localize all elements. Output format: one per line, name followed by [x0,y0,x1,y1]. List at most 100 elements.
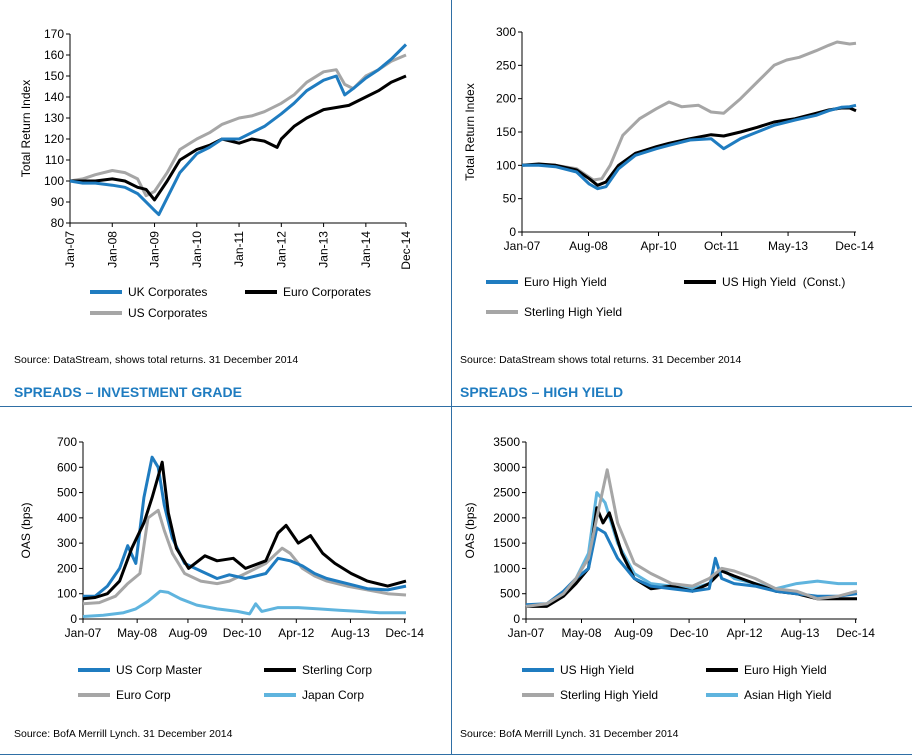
y-axis-title: Total Return Index [19,80,33,177]
legend-label: Euro High Yield [524,275,607,289]
legend-label: Euro High Yield [744,663,827,677]
legend-swatch [684,280,716,284]
x-tick-label: Aug-09 [169,626,208,640]
chart-oas-high-yield: 0 500 1000 1500 2000 2500 3000 3500 OAS (bps) Jan… [463,435,875,640]
section-title-high-yield: SPREADS – HIGH YIELD [460,384,624,400]
legend-swatch [245,290,277,294]
legend-item-uk-corporates: UK Corporates [90,285,207,299]
y-tick-label: 3500 [493,435,520,449]
x-tick-label: Dec-10 [670,626,709,640]
y-tick-label: 100 [44,174,64,188]
y-tick-label: 0 [70,612,77,626]
section-title-investment-grade: SPREADS – INVESTMENT GRADE [14,384,242,400]
y-tick-label: 250 [496,58,516,72]
chart-panel-spreads-investment-grade: 0 100 200 300 400 500 600 700 OAS (bps) Jan-07 May… [0,407,451,754]
x-tick-label: Jan-13 [317,231,331,268]
series-line-euro-corporates [70,74,407,202]
legend-label: US Corporates [128,306,208,320]
x-tick-label: Jan-07 [504,239,541,253]
series-line-us-high-yield [525,526,858,607]
y-tick-label: 160 [44,48,64,62]
y-tick-label: 400 [57,511,77,525]
y-tick-label: 1000 [493,561,520,575]
y-tick-label: 100 [57,587,77,601]
legend-label: Japan Corp [302,688,365,702]
x-tick-label: Dec-14 [385,626,424,640]
legend-item-sterling-corp: Sterling Corp [264,663,372,677]
legend-item-us-corporates: US Corporates [90,306,207,320]
x-tick-label: Oct-11 [704,239,739,253]
x-tick-label: May-13 [768,239,808,253]
series-line-us-high-yield-const [521,106,857,187]
legend-item-euro-corp: Euro Corp [78,688,171,702]
x-tick-label: Jan-11 [232,231,246,267]
legend-swatch [706,668,738,672]
y-tick-label: 700 [57,435,77,449]
legend-label: US Corp Master [116,663,203,677]
panel-divider-horizontal-mid [0,406,912,407]
legend-swatch [90,311,122,315]
x-tick-label: May-08 [117,626,157,640]
series-line-asian-high-yield [525,491,857,608]
y-tick-label: 0 [513,612,520,626]
legend-label: Euro Corp [116,688,171,702]
legend-swatch [78,668,110,672]
series-line-japan-corp [82,589,406,618]
legend-swatch [264,693,296,697]
y-axis-title: Total Return Index [463,83,477,180]
y-tick-label: 1500 [493,536,520,550]
y-axis-title: OAS (bps) [19,502,33,558]
source-note: Source: BofA Merrill Lynch. 31 December … [14,728,233,740]
chart-total-return-corporates: 80 90 100 110 120 130 140 150 160 170 Total Return… [19,27,413,270]
y-tick-label: 3000 [493,460,520,474]
legend-label: UK Corporates [128,285,208,299]
x-tick-label: Dec-14 [836,626,875,640]
series-line-euro-high-yield [522,103,857,191]
legend-label: Sterling Corp [302,663,373,677]
y-axis-title: OAS (bps) [463,502,477,558]
y-tick-label: 2000 [493,511,520,525]
x-tick-label: Jan-07 [508,626,545,640]
y-tick-label: 120 [44,132,64,146]
x-tick-label: Dec-14 [399,231,413,270]
legend-label: Asian High Yield [744,688,832,702]
chart-panel-high-yield-total-return: 0 50 100 150 200 250 300 Total Return Index Jan-… [452,0,912,405]
series-line-sterling-high-yield [525,468,858,608]
series-line-uk-corporates [69,43,408,217]
source-note: Source: DataStream shows total returns. … [460,354,742,366]
legend-label: Euro Corporates [283,285,372,299]
x-tick-label: May-08 [561,626,601,640]
y-tick-label: 500 [57,486,77,500]
x-tick-label: Dec-10 [223,626,262,640]
source-note: Source: DataStream, shows total returns.… [14,354,299,366]
y-tick-label: 600 [57,460,77,474]
y-tick-label: 90 [51,195,65,209]
legend-swatch [78,693,110,697]
legend-swatch [706,693,738,697]
series-line-us-corp-master [83,455,407,598]
y-tick-label: 150 [496,125,516,139]
legend-swatch [264,668,296,672]
x-tick-label: Jan-07 [65,626,102,640]
y-tick-label: 140 [44,90,64,104]
source-note: Source: BofA Merrill Lynch. 31 December … [460,728,679,740]
legend-swatch [90,290,122,294]
panel-divider-vertical [451,0,452,755]
legend-swatch [522,693,554,697]
legend-item-us-high-yield: US High Yield [522,663,634,677]
legend-label: US High Yield (Const.) [722,275,846,289]
series-line-sterling-corp [82,460,407,601]
legend-item-euro-high-yield: Euro High Yield [706,663,827,677]
series-line-euro-corp [82,508,407,606]
x-tick-label: Dec-14 [835,239,874,253]
legend-item-us-corp-master: US Corp Master [78,663,202,677]
chart-total-return-high-yield: 0 50 100 150 200 250 300 Total Return Index Jan-… [463,25,874,253]
x-tick-label: Aug-13 [331,626,370,640]
y-tick-label: 200 [57,561,77,575]
y-tick-label: 170 [44,27,64,41]
y-tick-label: 2500 [493,486,520,500]
x-tick-label: Jan-12 [274,231,288,268]
y-tick-label: 80 [51,216,65,230]
y-tick-label: 110 [45,153,64,167]
legend-label: Sterling High Yield [524,305,623,319]
